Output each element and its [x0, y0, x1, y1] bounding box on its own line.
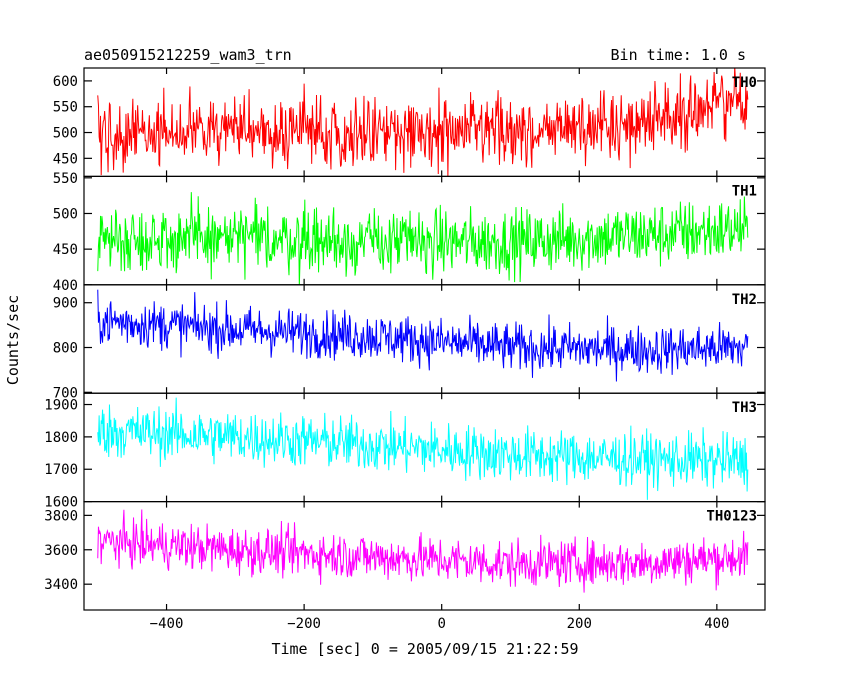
- y-tick-label: 1700: [44, 462, 78, 478]
- y-tick-label: 450: [53, 151, 78, 167]
- panel-label-th2: TH2: [732, 292, 757, 308]
- y-tick-label: 1900: [44, 398, 78, 414]
- series-line-th0123: [97, 509, 749, 593]
- x-tick-label: 200: [567, 616, 592, 632]
- series-line-th2: [97, 289, 749, 382]
- x-tick-label: 0: [437, 616, 445, 632]
- chart-title: ae050915212259_wam3_trn: [84, 46, 292, 64]
- y-tick-label: 1800: [44, 430, 78, 446]
- panel-th0: 450 500 550 600 TH0: [53, 67, 766, 178]
- y-tick-label: 900: [53, 296, 78, 312]
- panel-label-th3: TH3: [732, 400, 757, 416]
- y-tick-label: 600: [53, 74, 78, 90]
- y-tick-label: 500: [53, 206, 78, 222]
- y-tick-label: 550: [53, 100, 78, 116]
- y-tick-label: 3600: [44, 543, 78, 559]
- series-line-th1: [97, 192, 749, 285]
- x-tick-label: 400: [704, 616, 729, 632]
- panels-group: 450 500 550 600 TH0 400 450 500 550 TH1 700 800 900 T…: [44, 67, 766, 611]
- y-tick-label: 3800: [44, 508, 78, 524]
- y-tick-label: 1600: [44, 495, 78, 511]
- y-tick-label: 450: [53, 242, 78, 258]
- panel-th0123: 3400 3600 3800 TH0123: [44, 501, 766, 611]
- panel-th1: 400 450 500 550 TH1: [53, 171, 766, 294]
- panel-th3: 1600 1700 1800 1900 TH3: [44, 392, 766, 511]
- panel-label-th1: TH1: [732, 183, 757, 199]
- y-tick-label: 550: [53, 171, 78, 187]
- series-line-th3: [97, 397, 749, 500]
- y-tick-label: 800: [53, 341, 78, 357]
- x-axis-label: Time [sec] 0 = 2005/09/15 21:22:59: [271, 640, 578, 658]
- y-tick-label: 3400: [44, 577, 78, 593]
- panel-frame: [83, 392, 766, 503]
- bin-time-label: Bin time: 1.0 s: [611, 46, 746, 64]
- panel-th2: 700 800 900 TH2: [53, 284, 766, 401]
- panel-frame: [83, 501, 766, 611]
- x-tick-label: −400: [150, 616, 184, 632]
- series-line-th0: [97, 68, 749, 177]
- y-tick-label: 500: [53, 126, 78, 142]
- x-tick-label: −200: [287, 616, 321, 632]
- y-axis-label: Counts/sec: [4, 295, 22, 385]
- panel-label-th0123: TH0123: [706, 509, 757, 525]
- panel-label-th0: TH0: [732, 75, 757, 91]
- y-tick-label: 400: [53, 278, 78, 294]
- x-tick-labels: −400 −200 0 200 400: [150, 616, 730, 632]
- y-tick-label: 700: [53, 385, 78, 401]
